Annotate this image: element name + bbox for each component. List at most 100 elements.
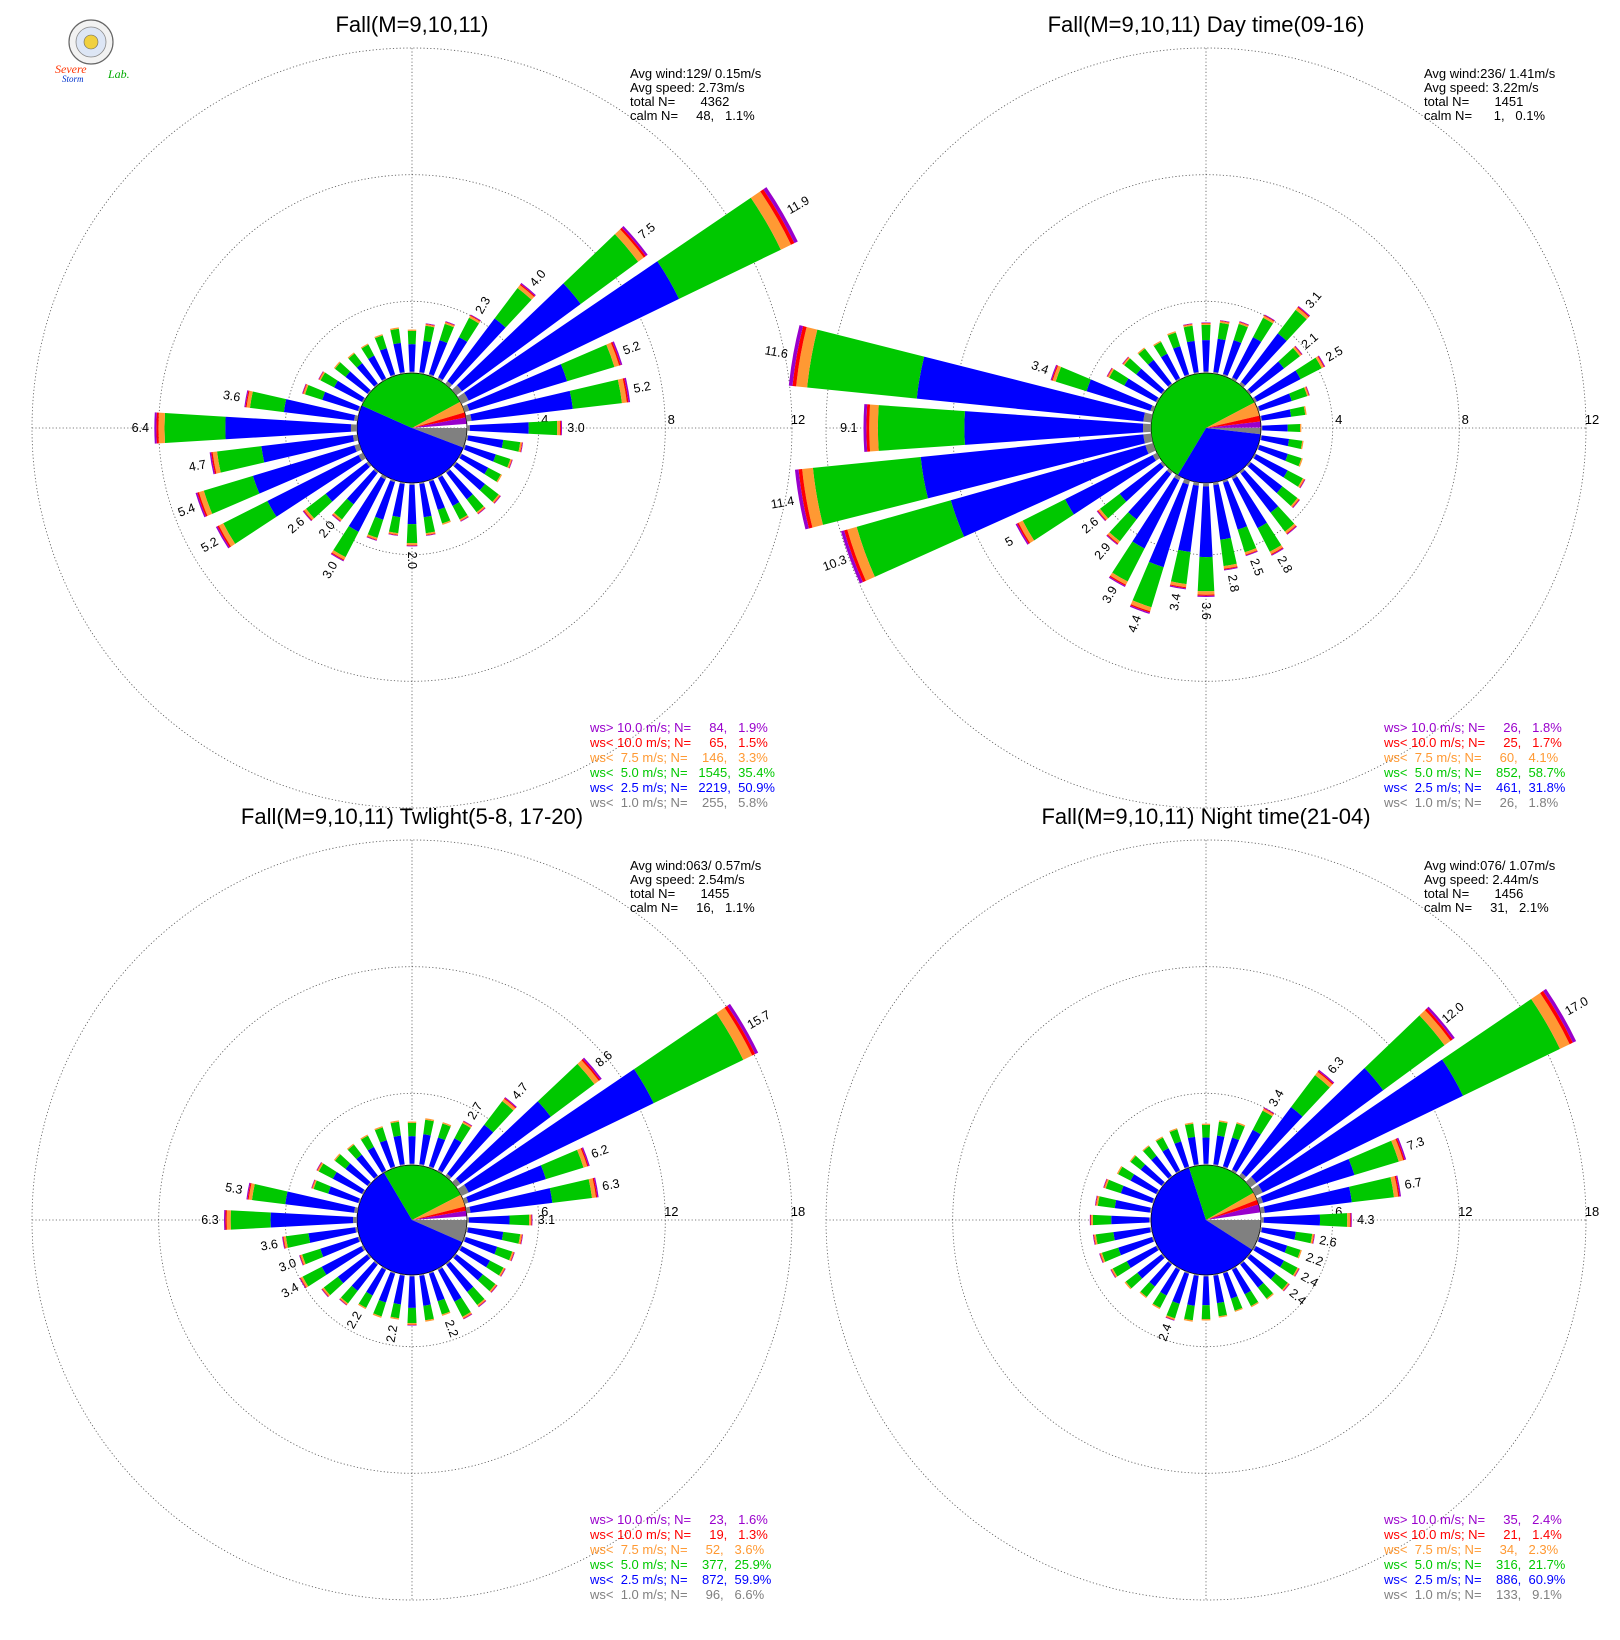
stats-line: total N= 4362: [630, 94, 729, 109]
pie-slice-purple: [1206, 421, 1261, 428]
spoke-80-orange: [1303, 406, 1307, 415]
spoke-320-gray: [374, 383, 379, 388]
spoke-240-green: [1112, 1261, 1131, 1277]
spoke-260-red: [1093, 1234, 1096, 1245]
spoke-150-red: [463, 1313, 472, 1319]
spoke-270-orange: [869, 404, 879, 452]
spoke-290-red: [1103, 1178, 1108, 1188]
wind-rose-panel-2: 4 8 123.12.12.52.82.52.83.63.44.43.92.92.6…: [764, 12, 1600, 810]
spoke-label: 3.6: [222, 388, 242, 405]
spoke-30-green: [1252, 1110, 1273, 1135]
spoke-label: 2.8: [1225, 574, 1242, 594]
ring-label: 6: [1335, 1204, 1342, 1219]
spoke-130-orange: [1282, 1282, 1290, 1291]
spoke-310-green: [1124, 358, 1142, 375]
spoke-label: 6.2: [589, 1142, 610, 1161]
spoke-label: 3.0: [567, 421, 584, 435]
spoke-50-green: [563, 234, 639, 304]
stats-line: Avg speed: 3.22m/s: [1424, 80, 1539, 95]
spoke-190-blue: [1187, 1275, 1199, 1306]
spoke-180-blue: [408, 1276, 416, 1308]
spoke-40-green: [1291, 1075, 1330, 1117]
spoke-220-gray: [373, 468, 379, 474]
spoke-170-red: [1223, 566, 1238, 570]
spoke-220-green: [1109, 512, 1137, 542]
spoke-210-orange: [331, 550, 346, 560]
spoke-label: 5.3: [224, 1180, 244, 1197]
spoke-110-purple: [509, 459, 513, 469]
spoke-270-purple: [863, 404, 868, 452]
stats-line: Avg wind:076/ 1.07m/s: [1424, 858, 1556, 873]
spoke-220-green: [340, 1285, 358, 1304]
spoke-70-green: [560, 344, 615, 382]
spoke-90-gray: [1260, 425, 1263, 431]
spoke-10-gray: [1213, 371, 1219, 375]
spoke-label: 3.4: [1167, 592, 1184, 612]
spoke-230-orange: [322, 1287, 331, 1297]
spoke-130-gray: [1246, 461, 1252, 467]
spoke-110-gray: [462, 1236, 466, 1242]
spoke-40-gray: [445, 1173, 452, 1180]
spoke-240-blue: [321, 1246, 364, 1275]
spoke-30-red: [1263, 1108, 1275, 1115]
spoke-320-blue: [1151, 1155, 1172, 1179]
spoke-120-green: [484, 467, 501, 482]
spoke-290-gray: [357, 406, 362, 412]
spoke-130-green: [477, 1274, 496, 1292]
spoke-250-green: [203, 475, 260, 514]
spoke-90-red: [559, 420, 562, 436]
spoke-220-gray: [1166, 468, 1173, 474]
spoke-330-orange: [1153, 340, 1162, 347]
spoke-150-green: [1257, 522, 1282, 552]
spoke-20-orange: [442, 1122, 452, 1127]
spoke-230-orange: [1098, 508, 1109, 521]
spoke-180-blue: [407, 484, 417, 525]
spoke-label: 2.8: [1274, 553, 1295, 575]
spoke-200-purple: [366, 536, 377, 541]
spoke-10-green: [423, 325, 435, 343]
spoke-300-blue: [1130, 1174, 1159, 1194]
spoke-100-green: [1287, 438, 1303, 449]
spoke-160-green: [1237, 526, 1257, 553]
spoke-100-orange: [1300, 440, 1304, 450]
spoke-label: 2.2: [344, 1309, 365, 1331]
spoke-260-gray: [1143, 433, 1153, 444]
spoke-190-orange: [1170, 581, 1187, 588]
spoke-340-orange: [1167, 331, 1176, 336]
spoke-290-green: [313, 1180, 331, 1194]
spoke-180-orange: [1197, 591, 1215, 595]
legend-entry: ws< 10.0 m/s; N= 25, 1.7%: [1383, 735, 1562, 750]
legend-entry: ws< 7.5 m/s; N= 146, 3.3%: [589, 750, 768, 765]
spoke-140-orange: [477, 1298, 486, 1307]
spoke-label: 4.4: [1125, 613, 1144, 634]
spoke-20-gray: [428, 1166, 434, 1170]
spoke-220-purple: [331, 514, 341, 522]
spoke-240-blue: [267, 455, 362, 517]
spoke-60-purple: [727, 1003, 759, 1055]
spoke-110-gray: [1256, 444, 1260, 450]
spoke-200-orange: [372, 1313, 382, 1318]
spoke-240-orange: [1018, 520, 1035, 544]
spoke-130-green: [479, 483, 499, 502]
stats-line: Avg speed: 2.44m/s: [1424, 872, 1539, 887]
spoke-260-gray: [1149, 1227, 1153, 1233]
spoke-170-orange: [1223, 563, 1238, 569]
spoke-110-orange: [509, 1251, 514, 1261]
spoke-60-green: [657, 197, 781, 299]
spoke-100-purple: [1312, 1234, 1315, 1244]
spoke-220-green: [1140, 1281, 1155, 1298]
spoke-230-purple: [321, 1289, 329, 1298]
spoke-120-purple: [1299, 479, 1306, 489]
spoke-210-orange: [1152, 1303, 1161, 1310]
spoke-290-green: [1055, 366, 1091, 392]
spoke-230-orange: [1124, 1281, 1132, 1290]
spoke-160-gray: [1222, 1270, 1228, 1274]
spoke-280-orange: [246, 390, 253, 408]
spoke-210-purple: [330, 553, 344, 562]
spoke-label: 2.6: [1079, 514, 1101, 536]
spoke-60-red: [760, 189, 795, 245]
spoke-10-gray: [1213, 1164, 1219, 1167]
spoke-10-blue: [1213, 1135, 1225, 1165]
spoke-250-orange: [847, 526, 875, 581]
spoke-50-red: [581, 1058, 601, 1081]
